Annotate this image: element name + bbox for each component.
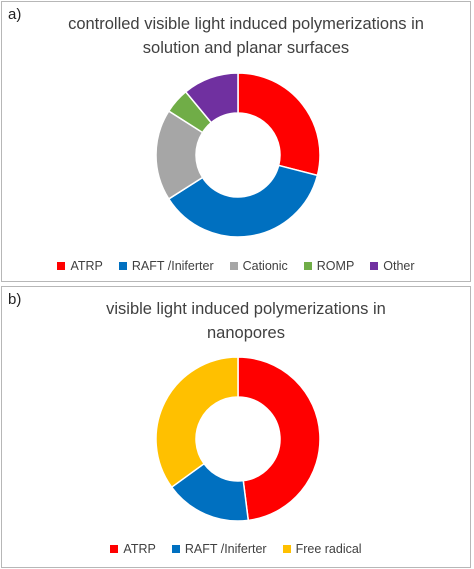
donut-chart-a: [155, 72, 321, 238]
donut-slice-raft-iniferter: [167, 164, 319, 238]
chart-title-b-line-2: nanopores: [207, 324, 285, 342]
legend-swatch: [370, 262, 379, 270]
legend-label: ATRP: [70, 259, 103, 273]
legend-item: RAFT /Iniferter: [118, 259, 214, 273]
legend-swatch: [171, 545, 180, 553]
legend-label: Other: [383, 259, 415, 273]
chart-title-a-line-1: controlled visible light induced polymer…: [68, 15, 424, 33]
legend-a: ATRP RAFT /Iniferter Cationic ROMP Other: [2, 259, 470, 273]
donut-slice-atrp: [237, 356, 321, 522]
chart-title-a: controlled visible light induced polymer…: [62, 12, 430, 60]
legend-label: ATRP: [123, 542, 156, 556]
legend-label: Cationic: [242, 259, 288, 273]
panel-label-a: a): [8, 6, 22, 23]
donut-slice-atrp: [237, 72, 321, 177]
legend-item: Other: [370, 259, 415, 273]
donut-slice-other: [184, 72, 239, 124]
legend-swatch: [303, 262, 312, 270]
chart-title-b-line-1: visible light induced polymerizations in: [106, 300, 386, 318]
legend-label: RAFT /Iniferter: [184, 542, 267, 556]
legend-item: RAFT /Iniferter: [171, 542, 267, 556]
legend-swatch: [118, 262, 127, 270]
legend-label: RAFT /Iniferter: [131, 259, 214, 273]
legend-label: Free radical: [295, 542, 362, 556]
chart-panel-a: a) controlled visible light induced poly…: [1, 1, 471, 282]
legend-item: Free radical: [282, 542, 362, 556]
legend-item: Cationic: [229, 259, 288, 273]
legend-swatch: [110, 545, 119, 553]
donut-chart-b: [155, 356, 321, 522]
legend-swatch: [282, 545, 291, 553]
legend-swatch: [229, 262, 238, 270]
donut-slice-free-radical: [155, 356, 239, 489]
chart-title-b: visible light induced polymerizations in…: [62, 297, 430, 345]
legend-b: ATRP RAFT /Iniferter Free radical: [2, 542, 470, 556]
chart-panel-b: b) visible light induced polymerizations…: [1, 286, 471, 568]
chart-title-a-line-2: solution and planar surfaces: [142, 39, 350, 57]
legend-item: ROMP: [303, 259, 355, 273]
legend-swatch: [57, 262, 66, 270]
legend-item: ATRP: [110, 542, 156, 556]
panel-label-b: b): [8, 291, 22, 308]
legend-label: ROMP: [316, 259, 355, 273]
legend-item: ATRP: [57, 259, 103, 273]
